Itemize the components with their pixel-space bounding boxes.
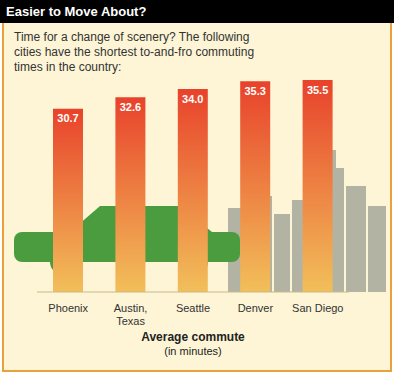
svg-text:Phoenix: Phoenix: [48, 302, 88, 314]
svg-text:35.3: 35.3: [244, 85, 265, 97]
html-text:Time for a change of scenery?: Time for a change of scenery? The follow…: [14, 30, 255, 74]
svg-text:San Diego: San Diego: [292, 302, 343, 314]
html-text:Average commute: Average commute: [141, 330, 245, 344]
svg-text:32.6: 32.6: [120, 101, 141, 113]
svg-text:Seattle: Seattle: [176, 302, 210, 314]
svg-text:30.7: 30.7: [57, 112, 78, 124]
html-text:(in minutes): (in minutes): [164, 345, 222, 357]
svg-text:Denver: Denver: [238, 302, 274, 314]
svg-text:35.5: 35.5: [307, 84, 328, 96]
svg-text:34.0: 34.0: [182, 93, 203, 105]
html-text:Easier to Move About?: Easier to Move About?: [6, 4, 147, 19]
svg-text:Austin,Texas: Austin,Texas: [114, 302, 148, 327]
